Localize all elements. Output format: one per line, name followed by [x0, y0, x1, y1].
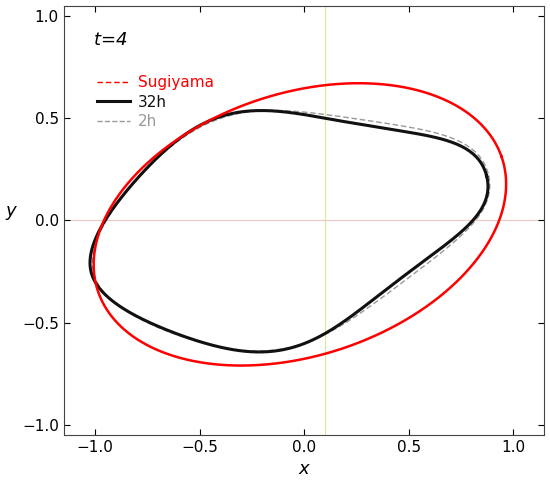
2h [503, 177, 509, 182]
2h [355, 80, 362, 86]
32h [87, 258, 94, 264]
Line: Sugiyama: Sugiyama [92, 110, 490, 351]
Sugiyama [95, 235, 101, 241]
X-axis label: x: x [299, 460, 310, 479]
Sugiyama [464, 143, 471, 149]
32h [360, 304, 367, 310]
Text: $\mathit{t}$=4: $\mathit{t}$=4 [92, 31, 127, 49]
2h [503, 176, 509, 182]
2h [498, 153, 505, 159]
2h [498, 153, 505, 159]
32h [463, 146, 470, 152]
Sugiyama [89, 259, 96, 265]
Sugiyama [254, 348, 261, 354]
Sugiyama [270, 107, 276, 113]
32h [484, 192, 491, 197]
32h [483, 173, 490, 179]
2h [387, 325, 394, 331]
Sugiyama [486, 190, 492, 196]
32h [484, 192, 491, 197]
32h [256, 349, 262, 355]
Sugiyama [485, 171, 492, 177]
2h [91, 257, 97, 262]
Sugiyama [363, 306, 370, 312]
32h [94, 232, 101, 238]
32h [483, 173, 490, 179]
2h [474, 118, 481, 124]
2h [92, 279, 98, 285]
Line: 2h: 2h [94, 83, 506, 365]
Y-axis label: y: y [6, 202, 16, 220]
2h [238, 363, 245, 368]
32h [258, 107, 265, 113]
Sugiyama [485, 171, 492, 177]
Sugiyama [486, 190, 492, 196]
Line: 32h: 32h [90, 110, 488, 352]
Legend: Sugiyama, 32h, 2h: Sugiyama, 32h, 2h [91, 69, 220, 136]
